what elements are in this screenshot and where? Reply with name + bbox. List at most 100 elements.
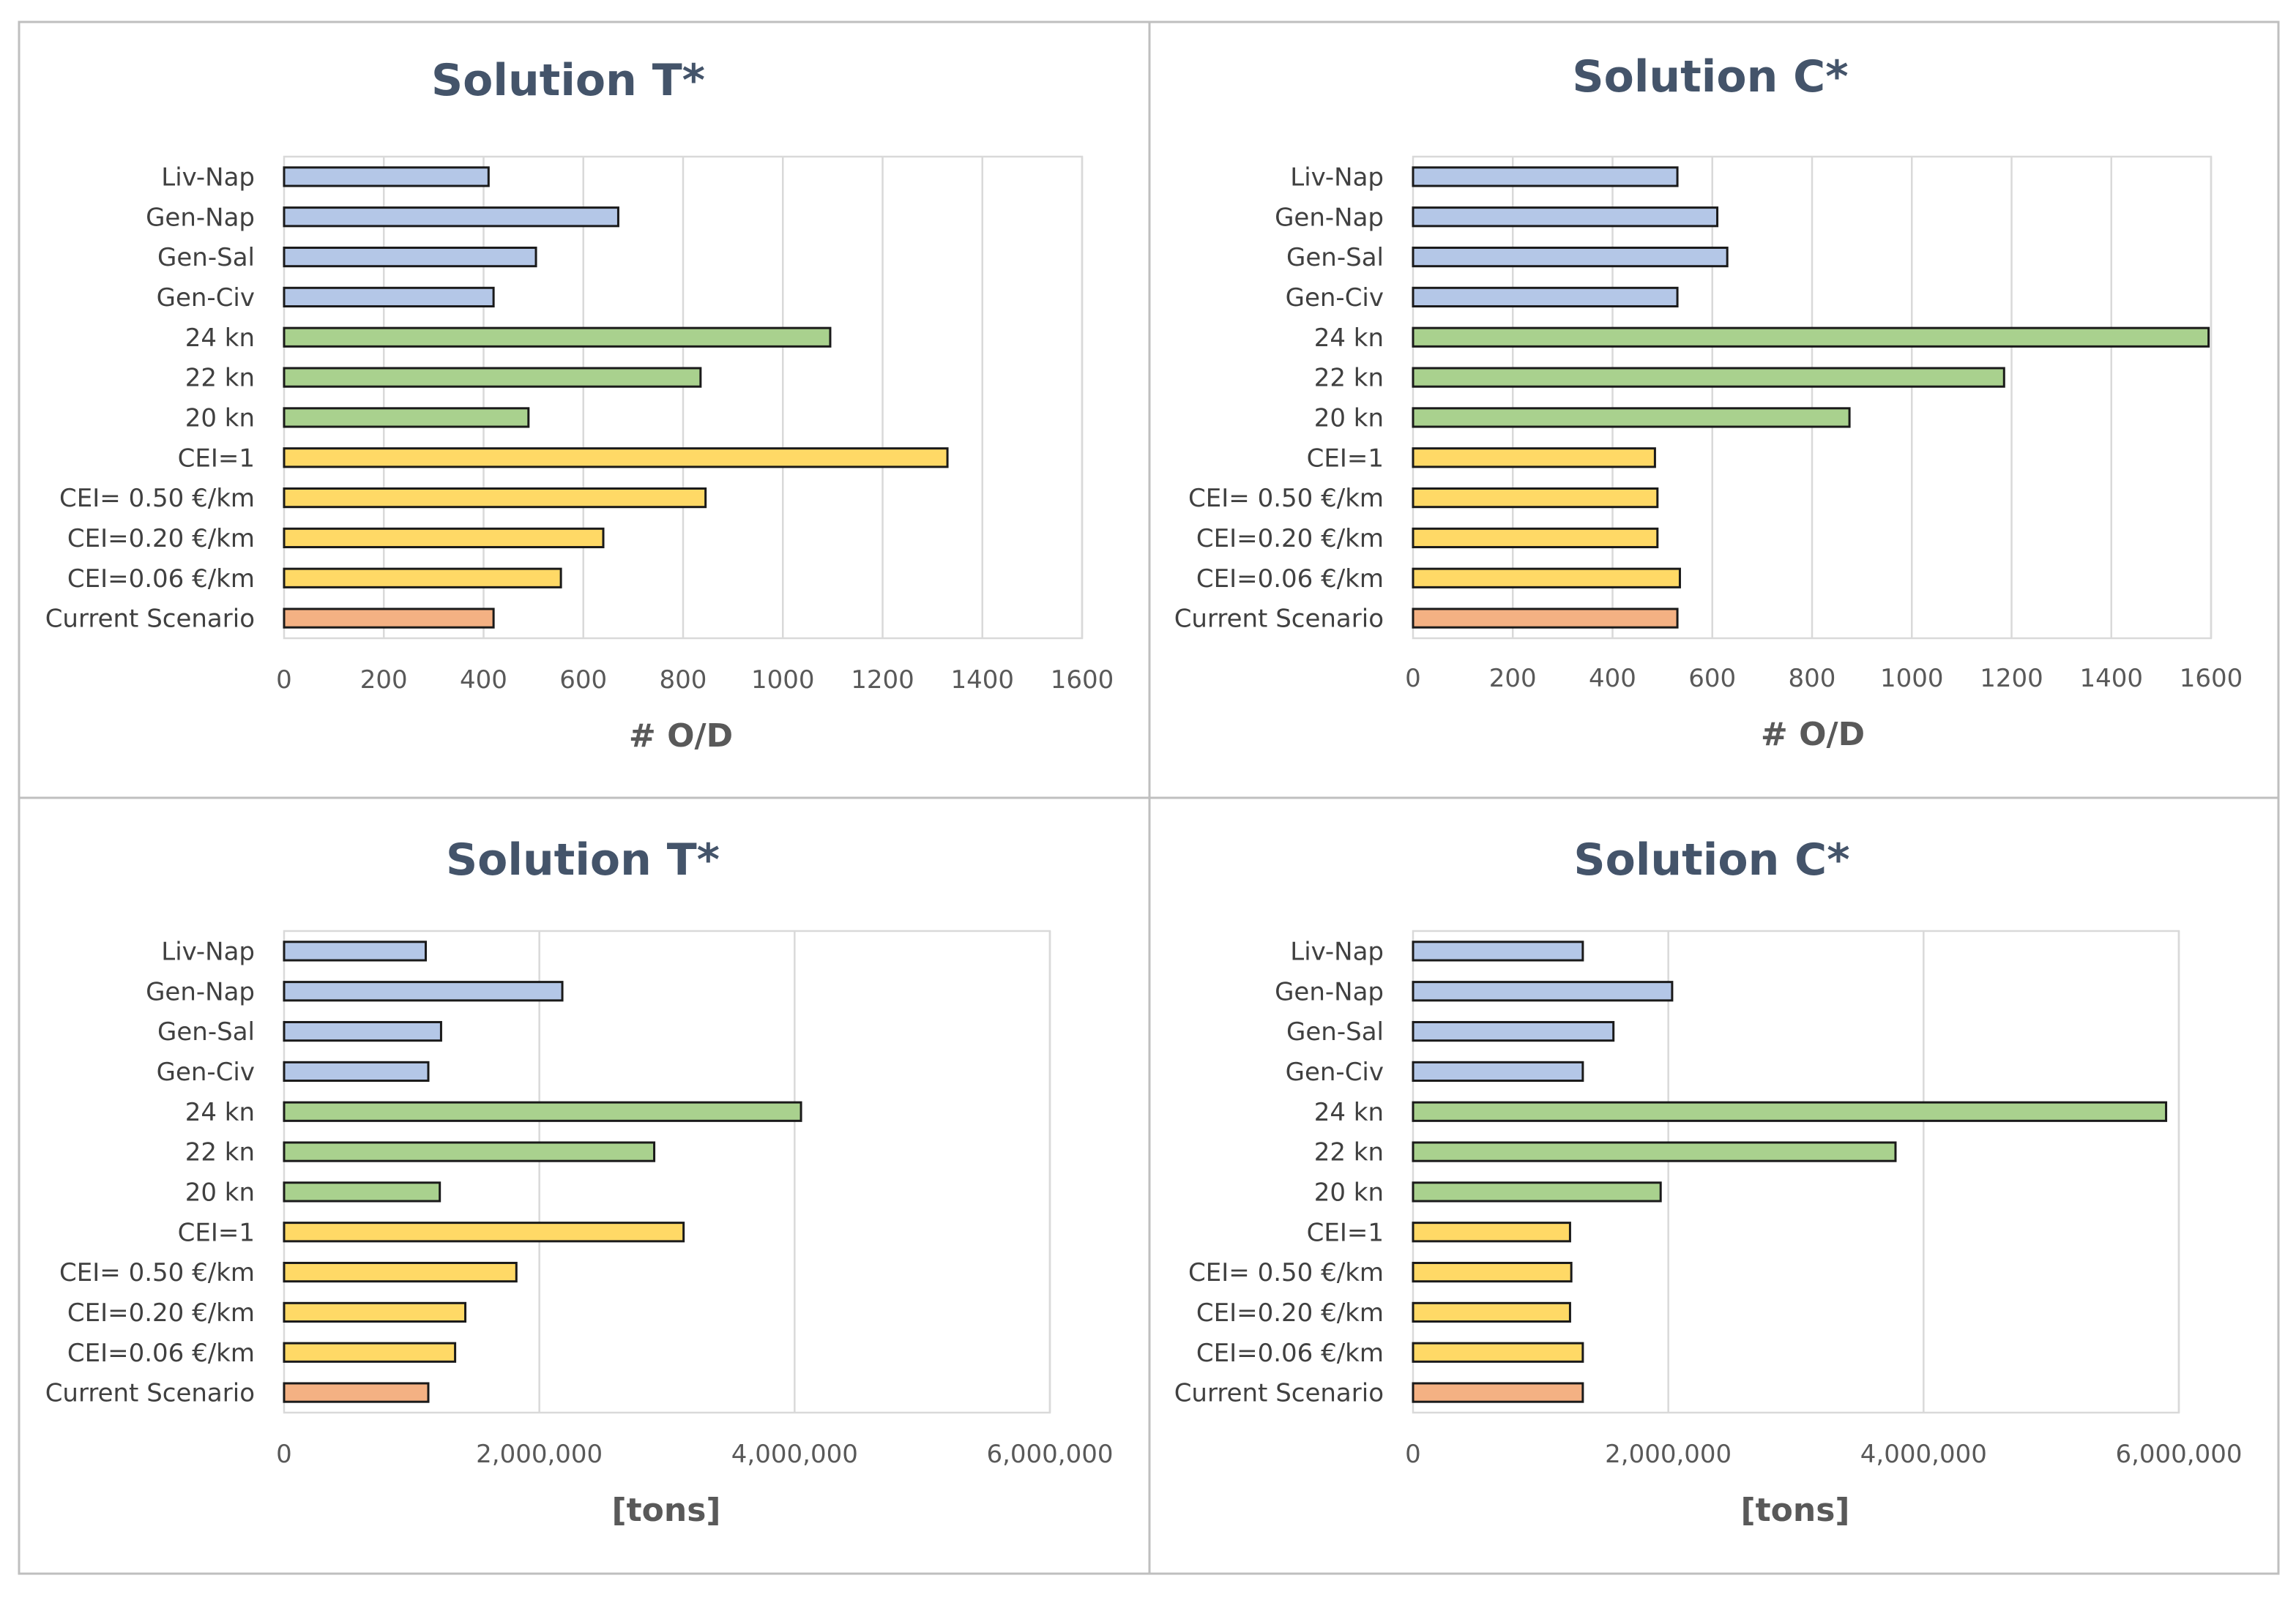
category-label: 22 kn	[1314, 364, 1384, 393]
category-label: CEI=1	[1307, 1218, 1384, 1247]
bar	[283, 367, 702, 388]
bar	[283, 487, 707, 509]
category-label: Gen-Sal	[157, 1017, 255, 1047]
chart-title: Solution C*	[1572, 51, 1848, 102]
x-tick-label: 0	[276, 1440, 292, 1469]
bar	[283, 941, 428, 962]
x-tick-label: 400	[1589, 664, 1636, 693]
bar	[283, 1061, 430, 1083]
bar	[1412, 326, 2210, 348]
chart-panel-2: Solution C* Liv-Nap Gen-Nap Gen-Sal Gen-Civ 2…	[1148, 20, 2280, 799]
category-label: Gen-Sal	[1286, 243, 1384, 272]
x-tick-label: 200	[1489, 664, 1537, 693]
x-tick-label: 6,000,000	[986, 1440, 1113, 1469]
category-label: 22 kn	[185, 364, 255, 393]
bar	[1412, 1061, 1584, 1083]
bar	[283, 527, 605, 549]
bar	[1412, 1020, 1615, 1042]
x-tick-label: 0	[276, 665, 292, 695]
bar	[283, 326, 832, 348]
x-tick-label: 2,000,000	[476, 1440, 603, 1469]
plot-area-frame	[283, 930, 1051, 1414]
bar	[283, 1181, 441, 1203]
chart-title: Solution T*	[431, 55, 705, 106]
category-label: CEI=0.20 €/km	[67, 1298, 255, 1328]
x-axis-label: # O/D	[629, 717, 733, 755]
bar	[1412, 608, 1679, 629]
x-tick-label: 1600	[2180, 664, 2243, 693]
x-axis-label: [tons]	[1741, 1492, 1850, 1529]
category-label: Liv-Nap	[1290, 937, 1384, 966]
bar	[283, 1222, 685, 1243]
panel-border	[1148, 796, 2280, 1575]
x-tick-label: 4,000,000	[1860, 1440, 1987, 1469]
category-label: CEI=0.06 €/km	[1196, 1339, 1384, 1368]
bar	[1412, 1222, 1571, 1243]
x-tick-label: 4,000,000	[731, 1440, 858, 1469]
bar	[1412, 206, 1719, 228]
bar	[1412, 1342, 1584, 1363]
bar	[1412, 1382, 1584, 1403]
bar	[283, 166, 490, 187]
category-label: Current Scenario	[45, 1379, 255, 1408]
category-label: 22 kn	[1314, 1138, 1384, 1167]
category-label: CEI= 0.50 €/km	[1188, 1258, 1384, 1287]
chart-title: Solution T*	[446, 834, 720, 886]
category-label: 24 kn	[1314, 1098, 1384, 1127]
category-label: Gen-Nap	[146, 977, 255, 1006]
x-tick-label: 1400	[950, 665, 1014, 695]
x-tick-label: 800	[660, 665, 707, 695]
x-axis-label: [tons]	[612, 1492, 721, 1529]
category-label: Gen-Civ	[157, 1058, 255, 1087]
x-tick-label: 600	[559, 665, 607, 695]
bar	[1412, 407, 1851, 428]
bar	[283, 608, 495, 629]
plot-area-frame	[283, 155, 1084, 640]
category-label: CEI=0.06 €/km	[67, 1339, 255, 1368]
bar	[1412, 527, 1659, 549]
category-label: CEI= 0.50 €/km	[59, 1258, 255, 1287]
category-label: Gen-Civ	[157, 283, 255, 313]
bar	[283, 1301, 467, 1323]
bar	[283, 1382, 430, 1403]
x-tick-label: 2,000,000	[1605, 1440, 1732, 1469]
plot-area-frame	[1412, 155, 2213, 640]
bar	[283, 567, 562, 588]
chart-panel-4: Solution C* Liv-Nap Gen-Nap Gen-Sal Gen-Civ 2…	[1148, 796, 2280, 1575]
category-label: Gen-Sal	[1286, 1017, 1384, 1047]
category-label: 20 kn	[185, 403, 255, 433]
category-label: Current Scenario	[1174, 605, 1384, 634]
bar	[283, 1020, 442, 1042]
category-label: CEI=1	[1307, 444, 1384, 473]
x-tick-label: 6,000,000	[2115, 1440, 2242, 1469]
bar	[1412, 367, 2005, 388]
category-label: Liv-Nap	[161, 162, 255, 192]
bar	[283, 286, 495, 308]
x-tick-label: 1000	[751, 665, 815, 695]
category-label: 22 kn	[185, 1138, 255, 1167]
x-tick-label: 800	[1789, 664, 1836, 693]
x-tick-label: 1200	[851, 665, 914, 695]
category-label: 20 kn	[1314, 1178, 1384, 1207]
bar	[1412, 1181, 1662, 1203]
category-label: Liv-Nap	[161, 937, 255, 966]
category-label: CEI=0.06 €/km	[67, 564, 255, 594]
x-tick-label: 1400	[2079, 664, 2143, 693]
bar	[283, 246, 537, 268]
category-label: Gen-Civ	[1286, 283, 1384, 313]
bar	[283, 447, 949, 468]
bar	[283, 1342, 457, 1363]
category-label: Gen-Nap	[1275, 977, 1384, 1006]
category-label: Gen-Nap	[146, 203, 255, 232]
category-label: CEI= 0.50 €/km	[59, 484, 255, 513]
category-label: Gen-Nap	[1275, 203, 1384, 232]
x-tick-label: 1200	[1980, 664, 2043, 693]
category-label: Current Scenario	[45, 605, 255, 634]
category-label: CEI=0.20 €/km	[1196, 1298, 1384, 1328]
bar	[1412, 246, 1729, 268]
bar	[1412, 286, 1679, 308]
bar	[283, 981, 564, 1002]
bar	[283, 1101, 802, 1122]
category-label: Gen-Sal	[157, 243, 255, 272]
